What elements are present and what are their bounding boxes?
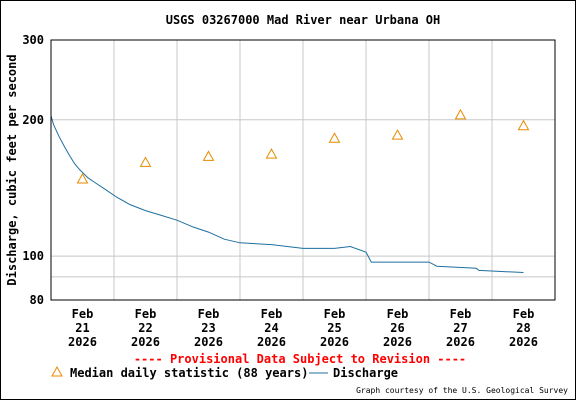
x-tick-label-line: 2026 [131, 335, 160, 349]
y-tick-label: 300 [22, 33, 44, 47]
median-triangle-marker [517, 119, 530, 131]
median-triangle-marker [391, 129, 404, 140]
plot-area [50, 39, 556, 301]
x-tick-label-line: 2026 [194, 335, 223, 349]
chart-title: USGS 03267000 Mad River near Urbana OH [166, 13, 441, 27]
median-triangle-marker [454, 108, 467, 120]
median-triangle-marker [202, 150, 215, 161]
discharge-series-line [50, 115, 524, 273]
x-tick-label-line: 2026 [320, 335, 349, 349]
x-tick-label-line: 2026 [383, 335, 412, 349]
x-tick-label-line: Feb [198, 307, 220, 321]
median-triangle-marker [265, 148, 278, 159]
x-tick-label-line: Feb [261, 307, 283, 321]
legend: Median daily statistic (88 years) Discha… [51, 365, 398, 380]
x-tick-label-line: 2026 [68, 335, 97, 349]
x-tick-label-line: Feb [324, 307, 346, 321]
x-tick-label-line: 28 [516, 321, 530, 335]
legend-median-label: Median daily statistic (88 years) [70, 366, 308, 380]
x-tick-label-line: Feb [513, 307, 535, 321]
credit-text: Graph courtesy of the U.S. Geological Su… [356, 386, 568, 395]
tick-labels: 80100200300Feb212026Feb222026Feb232026Fe… [22, 33, 538, 349]
x-tick-label-line: 23 [201, 321, 215, 335]
y-tick-label: 100 [22, 249, 44, 263]
provisional-note: ---- Provisional Data Subject to Revisio… [134, 352, 466, 366]
median-triangle-marker [328, 132, 341, 143]
x-tick-label-line: 27 [453, 321, 467, 335]
y-tick-label: 80 [30, 293, 44, 307]
x-tick-label-line: 22 [138, 321, 152, 335]
series-layer [50, 108, 530, 273]
x-tick-label-line: Feb [450, 307, 472, 321]
x-tick-label-line: 2026 [257, 335, 286, 349]
median-triangle-marker [139, 156, 152, 167]
legend-triangle-icon [51, 365, 63, 377]
y-axis-label: Discharge, cubic feet per second [5, 54, 19, 285]
x-tick-label-line: Feb [72, 307, 94, 321]
x-tick-label-line: 25 [327, 321, 341, 335]
grid [51, 40, 555, 300]
median-triangle-marker [76, 172, 89, 184]
legend-discharge-label: Discharge [333, 366, 398, 380]
x-tick-label-line: 21 [75, 321, 89, 335]
x-tick-label-line: 24 [264, 321, 278, 335]
x-tick-label-line: Feb [135, 307, 157, 321]
y-tick-label: 200 [22, 113, 44, 127]
x-tick-label-line: 2026 [509, 335, 538, 349]
x-tick-label-line: 26 [390, 321, 404, 335]
x-tick-label-line: 2026 [446, 335, 475, 349]
x-tick-label-line: Feb [387, 307, 409, 321]
